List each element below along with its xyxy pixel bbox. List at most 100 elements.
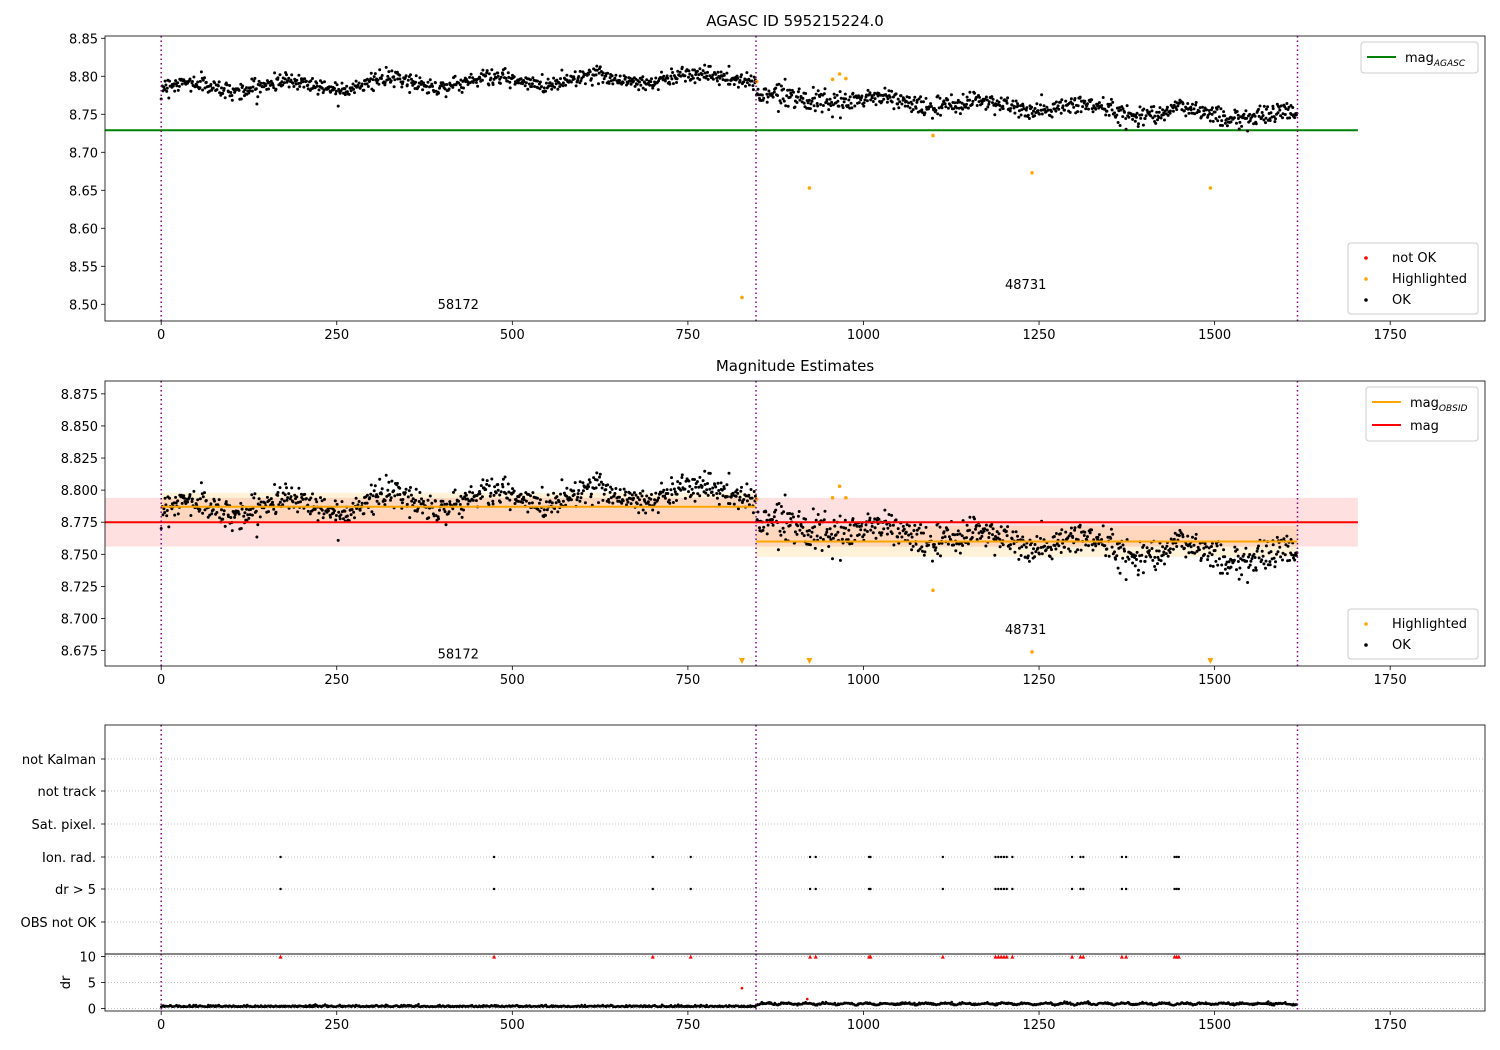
ok-point (756, 87, 760, 91)
ok-point (290, 73, 294, 77)
ok-point (831, 115, 834, 119)
ok-point (280, 497, 284, 501)
ok-point (938, 525, 942, 529)
ok-point (1037, 112, 1041, 116)
ok-point (862, 104, 866, 108)
ok-point (975, 523, 979, 527)
legend-point-swatch (1364, 298, 1368, 302)
ok-point (919, 100, 923, 104)
legend-label-subscript: AGASC (1433, 59, 1466, 69)
ok-point (323, 80, 326, 84)
dr-capped-marker (1081, 954, 1086, 959)
ok-point (864, 523, 868, 527)
ok-point (304, 497, 308, 501)
ok-point (459, 494, 463, 498)
ok-point (1232, 116, 1236, 120)
ok-point (1121, 543, 1125, 547)
ok-point (848, 95, 852, 99)
x-tick-label: 1750 (1374, 673, 1407, 688)
ok-point (255, 102, 259, 106)
ok-point (848, 523, 852, 527)
dr-outlier-point (805, 997, 809, 1001)
ok-point (229, 516, 233, 519)
ok-point (1156, 555, 1160, 559)
ok-point (239, 501, 243, 505)
ok-point (445, 83, 449, 86)
ok-point (640, 78, 644, 82)
ok-point (578, 480, 582, 484)
ok-point (418, 491, 422, 494)
ok-point (406, 495, 410, 499)
ok-point (832, 518, 836, 522)
ok-point (1014, 99, 1018, 103)
ok-point (469, 72, 473, 76)
ok-point (915, 100, 919, 104)
ok-point (1261, 554, 1265, 558)
ok-point (1168, 111, 1172, 115)
ok-point (628, 76, 632, 80)
ok-point (201, 511, 205, 515)
ok-point (508, 498, 512, 502)
ok-point (610, 487, 614, 491)
ok-point (851, 517, 855, 521)
ok-point (636, 496, 640, 499)
ok-point (186, 500, 189, 504)
ok-point (485, 71, 489, 75)
ok-point (545, 508, 549, 512)
ok-point (1247, 566, 1251, 569)
ok-point (1014, 530, 1018, 534)
ok-point (735, 488, 739, 492)
ok-point (1180, 544, 1184, 548)
ok-point (573, 70, 577, 74)
ok-point (839, 96, 843, 100)
ok-point (842, 100, 846, 104)
ok-point (689, 493, 693, 497)
dr-capped-marker (1004, 954, 1009, 959)
ok-point (903, 104, 907, 108)
ok-point (271, 83, 275, 87)
ok-point (947, 535, 951, 539)
ok-point (569, 498, 573, 502)
ok-point (285, 498, 289, 502)
ok-point (1076, 110, 1080, 114)
ok-point (1035, 102, 1039, 106)
ok-point (1233, 108, 1237, 112)
legend-point-swatch (1364, 256, 1368, 260)
y-tick-label: 8.700 (61, 613, 98, 628)
ok-point (529, 494, 532, 498)
ok-point (883, 508, 887, 512)
ok-point (904, 99, 908, 103)
ok-point (531, 76, 535, 80)
ok-point (522, 498, 526, 502)
ok-point (939, 554, 942, 558)
ok-point (1244, 109, 1248, 113)
ok-point (1044, 548, 1048, 552)
ok-point (224, 500, 228, 504)
ok-point (866, 88, 870, 92)
ok-point (182, 496, 186, 500)
ok-point (1086, 535, 1089, 539)
ok-point (1151, 558, 1155, 562)
ok-point (1220, 119, 1224, 123)
ok-point (728, 502, 732, 506)
ok-point (426, 80, 430, 84)
ok-point (1079, 110, 1083, 114)
ok-point (1208, 551, 1212, 555)
flag-point (999, 887, 1003, 891)
ok-point (334, 89, 338, 93)
ok-point (273, 71, 277, 75)
ok-point (984, 544, 988, 548)
flag-point (941, 855, 945, 859)
flag-point (814, 855, 817, 859)
ok-point (607, 498, 611, 501)
ok-point (626, 81, 630, 85)
ok-point (366, 85, 370, 88)
ok-point (1260, 558, 1264, 562)
dr-capped-marker (278, 954, 283, 959)
ok-point (427, 91, 431, 95)
ok-point (1165, 105, 1169, 109)
ok-point (946, 528, 950, 532)
ok-point (1033, 555, 1037, 559)
ok-point (815, 102, 819, 105)
ok-point (550, 87, 554, 91)
